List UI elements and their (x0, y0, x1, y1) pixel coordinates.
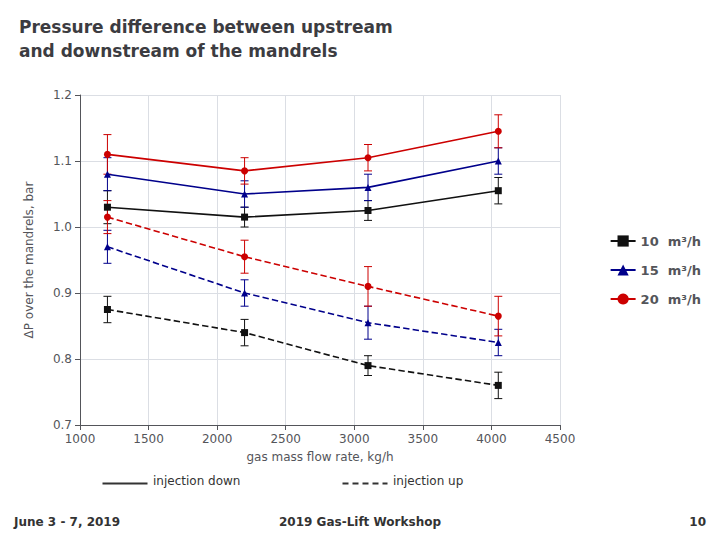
svg-text:1000: 1000 (65, 432, 96, 446)
svg-text:injection down: injection down (153, 474, 240, 488)
svg-text:10: 10 (689, 515, 706, 529)
svg-text:gas mass flow rate, kg/h: gas mass flow rate, kg/h (246, 450, 393, 464)
svg-text:3000: 3000 (339, 432, 370, 446)
svg-text:4000: 4000 (476, 432, 507, 446)
svg-text:0.9: 0.9 (53, 286, 72, 300)
svg-text:20 m³/h: 20 m³/h (641, 292, 701, 307)
svg-text:15 m³/h: 15 m³/h (641, 263, 701, 278)
svg-text:10 m³/h: 10 m³/h (641, 234, 701, 249)
svg-text:0.7: 0.7 (53, 418, 72, 432)
svg-text:2019 Gas-Lift Workshop: 2019 Gas-Lift Workshop (279, 515, 441, 529)
svg-text:3500: 3500 (408, 432, 439, 446)
svg-text:1.1: 1.1 (53, 154, 72, 168)
svg-text:and downstream of the mandrels: and downstream of the mandrels (19, 41, 338, 61)
svg-text:0.8: 0.8 (53, 352, 72, 366)
svg-text:1.2: 1.2 (53, 88, 72, 102)
svg-text:ΔP over the mandrels, bar: ΔP over the mandrels, bar (22, 182, 36, 339)
svg-text:4500: 4500 (545, 432, 576, 446)
svg-text:injection up: injection up (393, 474, 463, 488)
svg-text:Pressure difference between up: Pressure difference between upstream (19, 17, 393, 37)
svg-text:2500: 2500 (270, 432, 301, 446)
svg-text:1.0: 1.0 (53, 220, 72, 234)
svg-text:June 3 - 7, 2019: June 3 - 7, 2019 (13, 515, 120, 529)
svg-text:1500: 1500 (133, 432, 164, 446)
svg-text:2000: 2000 (202, 432, 233, 446)
